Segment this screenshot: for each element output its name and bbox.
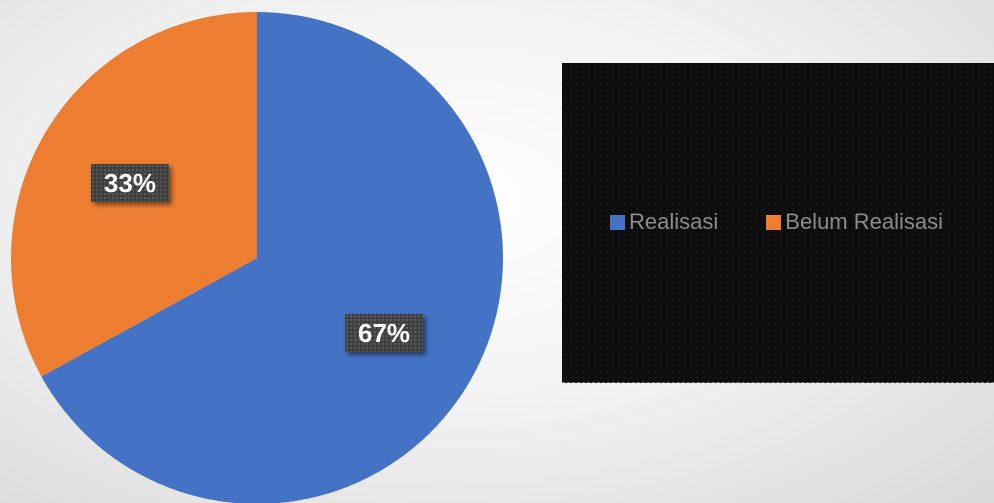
pie-slice-realisasi	[41, 12, 503, 503]
data-label-realisasi: 67%	[345, 314, 424, 353]
legend-label-realisasi: Realisasi	[629, 209, 719, 234]
legend-swatch-belum-realisasi	[766, 214, 782, 230]
legend-row: Realisasi Belum Realisasi	[610, 209, 991, 235]
legend-swatch-realisasi	[610, 214, 625, 230]
legend-label-belum-realisasi: Belum Realisasi	[785, 209, 943, 234]
legend-item-realisasi: Realisasi	[610, 209, 718, 235]
legend-item-belum-realisasi: Belum Realisasi	[766, 209, 943, 235]
data-label-belum-realisasi: 33%	[90, 163, 169, 202]
legend: Realisasi Belum Realisasi	[562, 63, 994, 383]
